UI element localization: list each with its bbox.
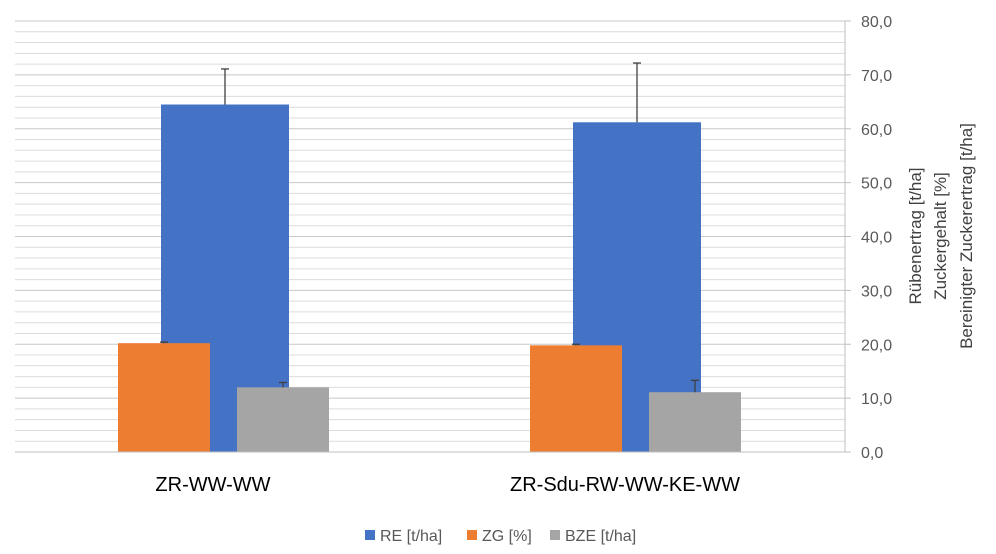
error-bars — [160, 62, 699, 393]
category-label: ZR-Sdu-RW-WW-KE-WW — [510, 474, 740, 496]
bar-zg-1 — [118, 343, 210, 452]
category-label: ZR-WW-WW — [155, 474, 270, 496]
y-tick-label: 20,0 — [861, 337, 892, 354]
y-tick-label: 40,0 — [861, 230, 892, 247]
category-labels: ZR-WW-WW ZR-Sdu-RW-WW-KE-WW — [155, 474, 740, 496]
legend-label: BZE [t/ha] — [565, 528, 636, 545]
y-tick-label: 10,0 — [861, 391, 892, 408]
legend-label: ZG [%] — [482, 528, 532, 545]
legend-swatch — [550, 530, 560, 540]
y-axis: 0,0 10,0 20,0 30,0 40,0 50,0 60,0 70,0 80,0 — [15, 14, 892, 462]
bar-zg-2 — [530, 345, 622, 452]
y-axis-titles: Rübenertrag [t/ha] Zuckergehalt [%] Berein… — [906, 123, 976, 349]
y-tick-label: 50,0 — [861, 176, 892, 193]
y-axis-title: Bereinigter Zuckerertrag [t/ha] — [957, 123, 976, 349]
bars — [118, 104, 741, 452]
bar-bze-1 — [237, 387, 329, 452]
bar-bze-2 — [649, 392, 741, 452]
legend-swatch — [467, 530, 477, 540]
y-tick-label: 70,0 — [861, 68, 892, 85]
y-tick-label: 80,0 — [861, 14, 892, 31]
y-axis-title: Zuckergehalt [%] — [931, 172, 950, 300]
y-tick-label: 0,0 — [861, 445, 883, 462]
y-tick-label: 30,0 — [861, 283, 892, 300]
y-axis-title: Rübenertrag [t/ha] — [906, 167, 925, 304]
y-tick-label: 60,0 — [861, 122, 892, 139]
legend-label: RE [t/ha] — [380, 528, 442, 545]
legend: RE [t/ha] ZG [%] BZE [t/ha] — [365, 528, 636, 545]
legend-swatch — [365, 530, 375, 540]
